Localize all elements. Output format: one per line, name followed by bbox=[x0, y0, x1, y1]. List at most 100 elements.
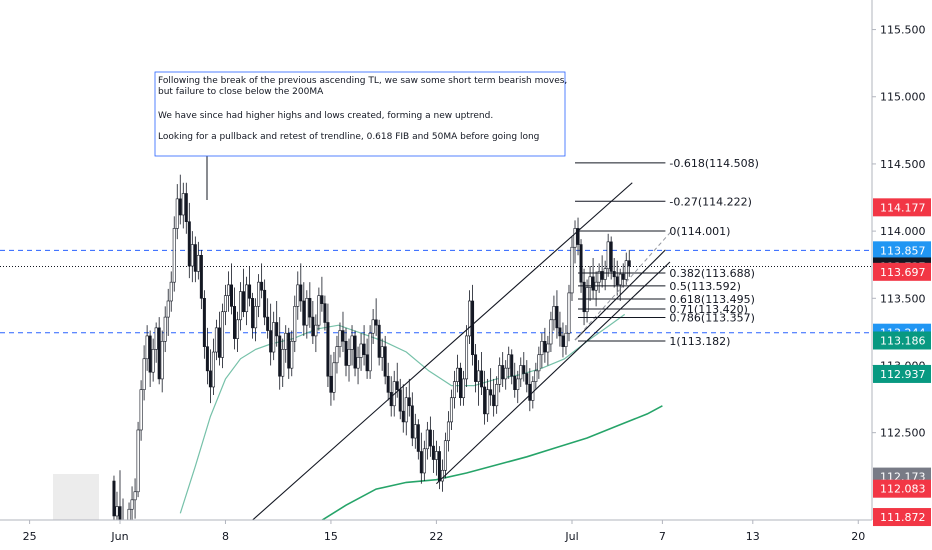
candle bbox=[353, 330, 357, 377]
candle-body bbox=[362, 343, 366, 356]
candle-body bbox=[540, 340, 544, 356]
candle-body bbox=[621, 273, 625, 280]
candle bbox=[299, 263, 303, 312]
candle bbox=[305, 290, 309, 339]
fib-level-label: 0.786(113.357) bbox=[669, 312, 755, 325]
candle-body bbox=[148, 335, 152, 373]
candle-body bbox=[350, 335, 354, 350]
candle-body bbox=[329, 375, 333, 393]
candle-body bbox=[546, 343, 550, 353]
candle bbox=[543, 327, 547, 363]
candle-body bbox=[217, 327, 221, 358]
candle bbox=[627, 249, 631, 277]
candle bbox=[570, 236, 574, 301]
candle bbox=[236, 311, 240, 353]
candle-body bbox=[368, 332, 372, 372]
candle-body bbox=[446, 421, 450, 442]
candle bbox=[446, 411, 450, 452]
annotation-note[interactable]: Following the break of the previous asce… bbox=[154, 71, 567, 200]
candle-body bbox=[477, 370, 481, 382]
trendline-0[interactable] bbox=[248, 182, 633, 524]
price-badge: 111.872 bbox=[873, 508, 931, 527]
candle bbox=[561, 322, 565, 358]
price-badges: 114.177113.857113.737113.697113.244113.1… bbox=[873, 198, 931, 527]
trendline-2[interactable] bbox=[574, 249, 666, 341]
candle-body bbox=[245, 284, 249, 313]
candle bbox=[443, 432, 447, 479]
candle-body bbox=[437, 451, 441, 482]
trendline-1[interactable] bbox=[436, 261, 671, 485]
candle-body bbox=[428, 429, 432, 447]
fib-level-label: 1(113.182) bbox=[669, 335, 730, 348]
candle bbox=[196, 241, 200, 280]
candle bbox=[148, 330, 152, 387]
candle bbox=[311, 300, 315, 344]
candle bbox=[136, 421, 140, 498]
fib-level-label: 0(114.001) bbox=[669, 225, 730, 238]
candle bbox=[254, 298, 258, 342]
fib-level-label: -0.618(114.508) bbox=[669, 157, 759, 170]
candle bbox=[115, 491, 119, 520]
candle bbox=[401, 384, 405, 433]
candle-body bbox=[157, 327, 161, 380]
fib-retracement[interactable]: -0.618(114.508) -0.27(114.222) 0(114.001) 0… bbox=[575, 157, 759, 348]
time-tick-label: Jun bbox=[110, 530, 128, 543]
candle-body bbox=[236, 319, 240, 339]
candle-body bbox=[314, 324, 318, 337]
candle bbox=[549, 311, 553, 353]
candle-body bbox=[178, 198, 182, 216]
price-badge-bg bbox=[873, 331, 931, 350]
candle-body bbox=[582, 281, 586, 313]
candle-body bbox=[395, 381, 399, 390]
candle bbox=[347, 338, 351, 382]
candle bbox=[383, 335, 387, 385]
candle bbox=[600, 255, 604, 288]
candle bbox=[154, 322, 158, 363]
candle bbox=[621, 263, 625, 288]
candle bbox=[133, 478, 137, 519]
candle-body bbox=[133, 491, 137, 501]
time-tick-label: 25 bbox=[23, 530, 37, 543]
candle-body bbox=[465, 335, 469, 380]
candle-body bbox=[193, 244, 197, 272]
candle bbox=[507, 346, 511, 379]
candle-body bbox=[260, 281, 264, 291]
candle bbox=[462, 370, 466, 406]
candle bbox=[597, 263, 601, 293]
candle bbox=[576, 217, 580, 256]
price-badge-bg bbox=[873, 262, 931, 281]
candle-body bbox=[326, 322, 330, 377]
candle-body bbox=[202, 297, 206, 347]
candle bbox=[585, 279, 589, 323]
horizontal-lines bbox=[0, 249, 872, 334]
price-badge-bg bbox=[873, 241, 931, 260]
plot-area[interactable]: -0.618(114.508) -0.27(114.222) 0(114.001) 0… bbox=[0, 157, 872, 540]
candle bbox=[187, 202, 191, 279]
candle-body bbox=[452, 381, 456, 399]
candle-body bbox=[205, 346, 209, 372]
candle bbox=[582, 268, 586, 326]
ma-50-line bbox=[179, 313, 626, 514]
candle bbox=[359, 333, 363, 371]
time-tick-label: 8 bbox=[222, 530, 229, 543]
candle bbox=[615, 260, 619, 296]
candle bbox=[422, 440, 426, 482]
price-tick-label: 114.000 bbox=[880, 225, 926, 238]
candle-body bbox=[434, 451, 438, 460]
candle bbox=[374, 298, 378, 336]
shaded-zone bbox=[53, 474, 99, 520]
candle bbox=[281, 338, 285, 387]
candle-body bbox=[356, 357, 360, 369]
candle-body bbox=[558, 327, 562, 337]
candle-body bbox=[374, 319, 378, 326]
candle-body bbox=[510, 354, 514, 377]
price-badge-label: 111.872 bbox=[880, 511, 926, 524]
candle bbox=[335, 335, 339, 374]
candle-body bbox=[410, 405, 414, 439]
time-axis[interactable]: 25 Jun 8 15 22 Jul 7 13 20 bbox=[23, 520, 866, 543]
candle-body bbox=[528, 383, 532, 401]
candle bbox=[323, 295, 327, 331]
candle bbox=[172, 216, 176, 292]
candle bbox=[413, 413, 417, 449]
